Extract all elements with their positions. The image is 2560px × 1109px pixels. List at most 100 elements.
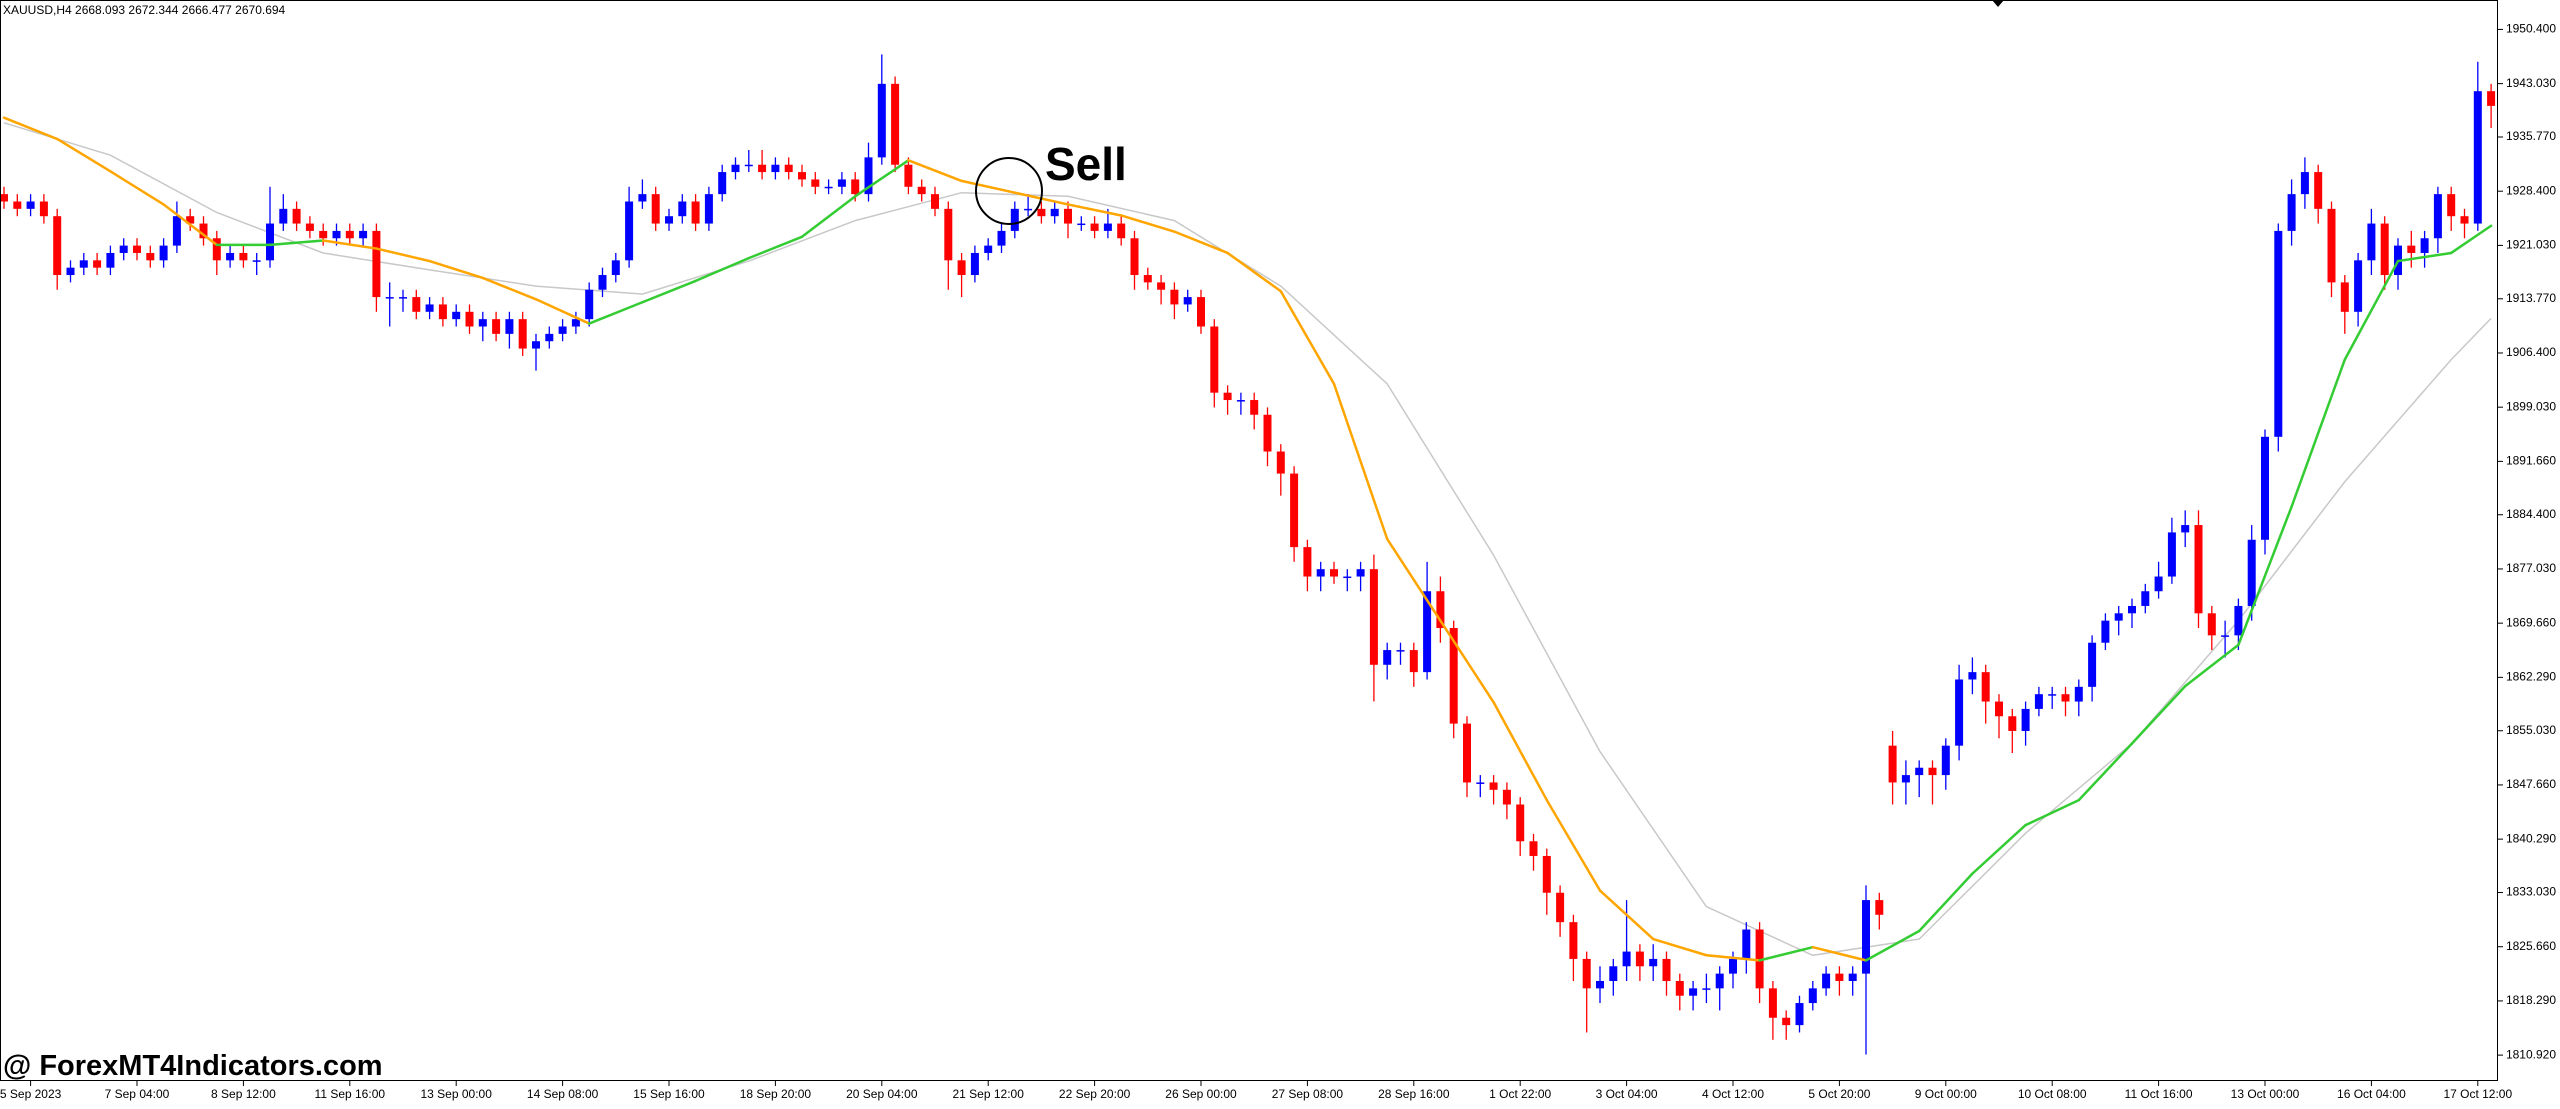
fast-ma-segment [2183, 643, 2240, 688]
candle-body [2460, 216, 2469, 224]
y-tick-label: 1899.030 [2506, 399, 2556, 413]
fast-ma-segment [1651, 937, 1708, 957]
candle-body [2247, 539, 2256, 606]
watermark: @ ForexMT4Indicators.com [3, 1050, 383, 1082]
fast-ma-segment [534, 298, 591, 325]
fast-ma-segment [1811, 945, 1868, 962]
candle-body [824, 186, 833, 189]
candle-body [957, 260, 966, 276]
y-tick-label: 1847.660 [2506, 777, 2556, 791]
candle-body [1941, 745, 1950, 776]
candle-body [1409, 650, 1418, 673]
candle-body [1968, 672, 1977, 680]
sell-circle [975, 157, 1043, 225]
candle-body [1516, 804, 1525, 842]
x-tick-label: 3 Oct 04:00 [1596, 1087, 1658, 1101]
candle-body [2221, 635, 2230, 637]
candle-body [1010, 208, 1019, 231]
candle-body [1795, 1003, 1804, 1026]
x-tick-label: 5 Oct 20:00 [1808, 1087, 1870, 1101]
candle-body [1103, 223, 1112, 231]
y-tick-label: 1877.030 [2506, 561, 2556, 575]
candle-body [625, 201, 634, 261]
fast-ma-segment [1758, 945, 1815, 962]
candle-body [2128, 605, 2136, 614]
candle-body [1037, 208, 1046, 217]
y-tick-label: 1943.030 [2506, 76, 2556, 90]
x-tick-label: 20 Sep 04:00 [846, 1087, 918, 1101]
x-tick-label: 9 Oct 00:00 [1915, 1087, 1977, 1101]
fast-ma-segment [2343, 259, 2400, 361]
candle-body [412, 297, 421, 312]
candle-body [1436, 591, 1445, 629]
x-tick-label: 17 Oct 12:00 [2443, 1087, 2512, 1101]
candle-body [1489, 782, 1498, 790]
candle-body [1396, 650, 1405, 652]
candle-body [1915, 767, 1924, 776]
candle-body [2181, 525, 2190, 533]
fast-ma-segment [1439, 619, 1495, 704]
fast-ma-segment [587, 300, 644, 325]
candle-body [1675, 980, 1684, 996]
candle-body [1888, 745, 1897, 783]
candle-body [2314, 172, 2323, 209]
candle-body [1835, 973, 1844, 981]
candle-body [758, 164, 767, 173]
sell-label: Sell [1045, 138, 1127, 190]
y-tick-label: 1833.030 [2506, 885, 2556, 899]
candle-body [1635, 951, 1644, 967]
candle-body [691, 201, 700, 224]
fast-ma-segment [1385, 537, 1442, 622]
x-tick-label: 21 Sep 12:00 [952, 1087, 1024, 1101]
candle-body [226, 252, 235, 261]
candle-body [2473, 91, 2482, 224]
x-tick-label: 5 Sep 2023 [0, 1087, 62, 1101]
y-tick-label: 1928.400 [2506, 183, 2556, 197]
candle-body [731, 164, 740, 173]
candle-body [478, 319, 487, 327]
x-tick-label: 8 Sep 12:00 [211, 1087, 276, 1101]
x-tick-label: 16 Oct 04:00 [2337, 1087, 2406, 1101]
candle-body [1117, 223, 1126, 239]
candle-body [172, 216, 181, 246]
candle-body [984, 245, 993, 253]
fast-ma-segment [960, 179, 1017, 194]
fast-ma-segment [2130, 684, 2187, 745]
fast-ma-segment [907, 159, 963, 183]
candle-body [159, 245, 168, 261]
candle-body [904, 164, 913, 187]
candle-body [305, 223, 314, 231]
candle-body [2101, 620, 2110, 643]
candle-body [106, 252, 115, 268]
candle-body [1702, 988, 1711, 990]
candle-body [2287, 194, 2296, 231]
candle-body [1463, 723, 1471, 783]
candle-body [2354, 260, 2363, 312]
candle-body [944, 208, 953, 261]
candle-body [1529, 841, 1538, 856]
candle-body [1090, 223, 1099, 231]
candle-body [1649, 958, 1658, 967]
x-tick-label: 18 Sep 20:00 [740, 1087, 812, 1101]
candle-body [1183, 297, 1192, 305]
candle-body [212, 238, 221, 261]
candle-body [438, 304, 447, 320]
candle-body [2340, 282, 2349, 312]
fast-ma-segment [853, 159, 910, 198]
fast-ma-segment [800, 195, 857, 239]
shift-marker [1992, 0, 2004, 7]
candle-body [1928, 767, 1937, 776]
candle-body [359, 230, 368, 239]
candle-body [558, 326, 567, 334]
candle-body [1170, 289, 1179, 305]
candle-body [1609, 966, 1618, 981]
candle-body [771, 164, 780, 173]
candle-body [651, 194, 660, 224]
candle-body [2167, 532, 2176, 577]
candle-body [2300, 172, 2309, 195]
candle-body [79, 260, 88, 268]
candle-body [1729, 958, 1737, 974]
candle-body [997, 230, 1006, 246]
candle-body [1024, 208, 1033, 211]
